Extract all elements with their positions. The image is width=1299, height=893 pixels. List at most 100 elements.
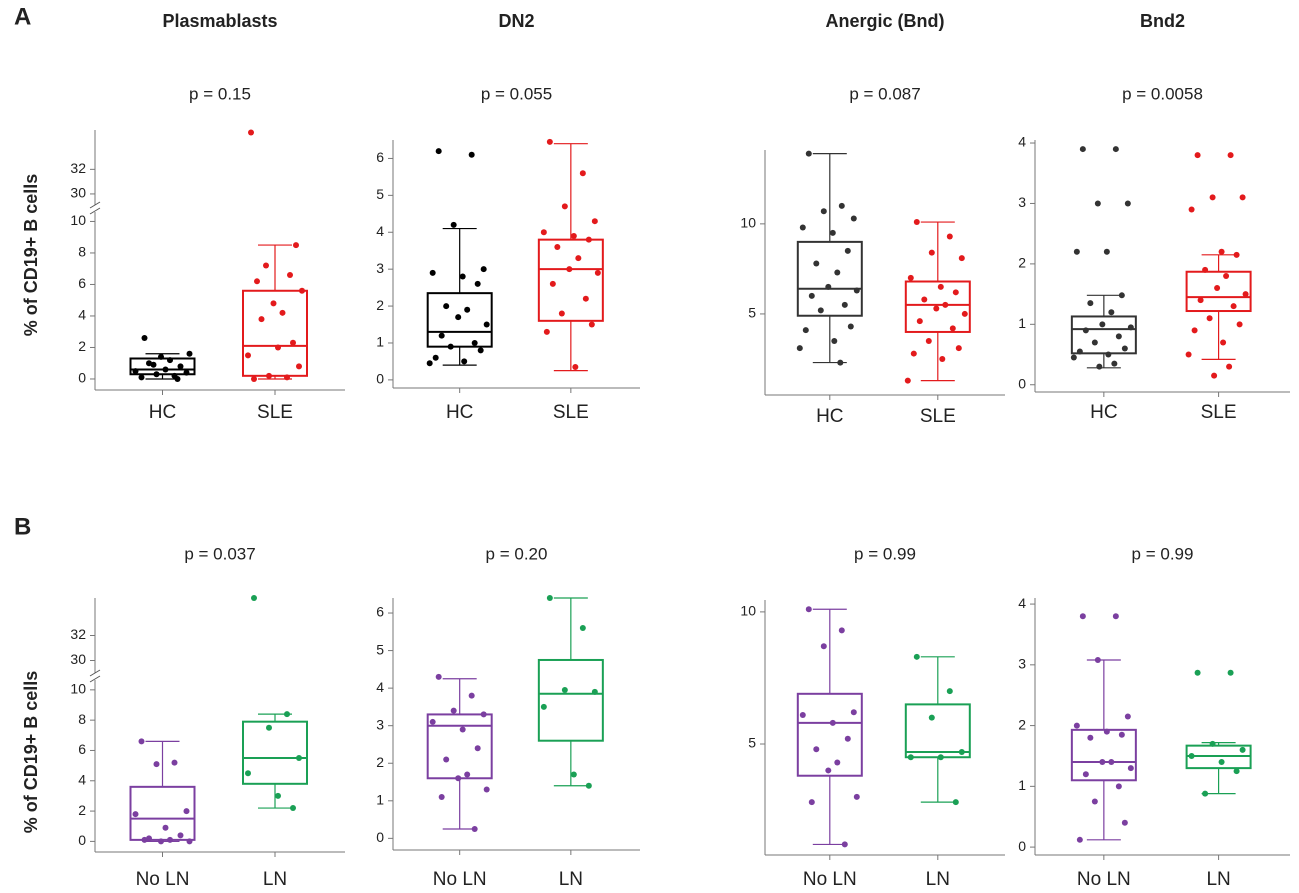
- data-point: [558, 310, 565, 317]
- data-point: [1127, 324, 1134, 331]
- data-point: [474, 280, 481, 287]
- data-point: [1112, 613, 1119, 620]
- panel-letter: B: [14, 513, 31, 540]
- data-point: [853, 793, 860, 800]
- data-point: [928, 249, 935, 256]
- data-point: [1111, 360, 1118, 367]
- box: [242, 720, 308, 785]
- data-point: [158, 838, 164, 845]
- data-point: [575, 255, 582, 262]
- x-tick-label: No LN: [803, 869, 857, 890]
- y-tick-label: 4: [78, 771, 86, 787]
- data-point: [802, 327, 809, 334]
- y-tick-label: 1: [376, 792, 384, 808]
- data-point: [432, 354, 439, 361]
- data-point: [251, 375, 257, 382]
- data-point: [585, 236, 592, 243]
- data-point: [910, 350, 917, 357]
- axis-break: [89, 201, 101, 209]
- data-point: [150, 361, 157, 368]
- data-point: [1223, 272, 1230, 279]
- data-point: [841, 841, 848, 848]
- data-point: [435, 673, 442, 680]
- data-point: [1188, 206, 1195, 213]
- data-point: [450, 707, 457, 714]
- data-point: [913, 653, 920, 660]
- y-tick-label: 3: [1018, 656, 1026, 672]
- data-point: [429, 269, 436, 276]
- data-point: [937, 754, 944, 761]
- y-tick-label: 6: [78, 275, 86, 291]
- y-tick-label: 4: [78, 307, 86, 323]
- data-point: [1112, 146, 1119, 153]
- y-tick-label: 4: [376, 223, 384, 239]
- data-point: [805, 150, 812, 157]
- box: [1070, 315, 1137, 355]
- x-tick-label: LN: [1206, 869, 1230, 890]
- data-point: [1099, 759, 1106, 766]
- data-point: [955, 345, 962, 352]
- data-point: [579, 625, 586, 632]
- y-tick-label: 30: [70, 651, 86, 667]
- data-point: [1087, 734, 1094, 741]
- data-point: [1239, 746, 1246, 753]
- data-point: [1220, 339, 1227, 346]
- data-point: [817, 307, 824, 314]
- data-point: [183, 369, 190, 376]
- data-point: [805, 606, 812, 613]
- data-point: [435, 148, 442, 155]
- data-point: [1214, 285, 1221, 292]
- data-point: [949, 325, 956, 332]
- data-point: [933, 305, 940, 312]
- data-point: [1194, 152, 1201, 159]
- data-point: [1091, 798, 1098, 805]
- data-point: [1127, 765, 1134, 772]
- data-point: [258, 316, 265, 323]
- data-point: [1108, 759, 1115, 766]
- data-point: [907, 754, 914, 761]
- data-point: [174, 375, 181, 382]
- data-point: [1226, 363, 1233, 370]
- data-point: [1073, 248, 1080, 255]
- data-point: [829, 229, 836, 236]
- y-tick-label: 32: [70, 160, 86, 176]
- y-tick-label: 6: [376, 604, 384, 620]
- data-point: [946, 233, 953, 240]
- data-point: [290, 339, 296, 346]
- data-point: [1242, 291, 1249, 298]
- data-point: [1194, 669, 1201, 676]
- data-point: [153, 371, 160, 378]
- data-point: [1096, 363, 1103, 370]
- data-point: [838, 627, 845, 634]
- x-tick-label: SLE: [553, 402, 589, 423]
- y-tick-label: 10: [70, 681, 86, 697]
- y-tick-label: 2: [376, 754, 384, 770]
- data-point: [455, 314, 462, 321]
- box: [796, 240, 863, 317]
- data-point: [961, 310, 968, 317]
- data-point: [1202, 266, 1209, 273]
- p-value: p = 0.055: [481, 84, 552, 103]
- data-point: [831, 337, 838, 344]
- data-point: [1118, 731, 1125, 738]
- data-point: [841, 301, 848, 308]
- y-tick-label: 30: [70, 185, 86, 201]
- data-point: [916, 318, 923, 325]
- data-point: [1076, 348, 1083, 355]
- data-point: [443, 303, 450, 310]
- y-tick-label: 0: [376, 829, 384, 845]
- data-point: [1094, 656, 1101, 663]
- data-point: [290, 805, 296, 812]
- y-tick-label: 2: [1018, 255, 1026, 271]
- y-tick-label: 8: [78, 244, 86, 260]
- data-point: [162, 824, 169, 831]
- data-point: [928, 714, 935, 721]
- x-tick-label: No LN: [136, 869, 190, 890]
- y-tick-label: 6: [78, 741, 86, 757]
- data-point: [799, 224, 806, 231]
- data-point: [248, 129, 254, 136]
- y-tick-label: 8: [78, 711, 86, 727]
- data-point: [796, 345, 803, 352]
- data-point: [913, 219, 920, 226]
- data-point: [459, 273, 466, 280]
